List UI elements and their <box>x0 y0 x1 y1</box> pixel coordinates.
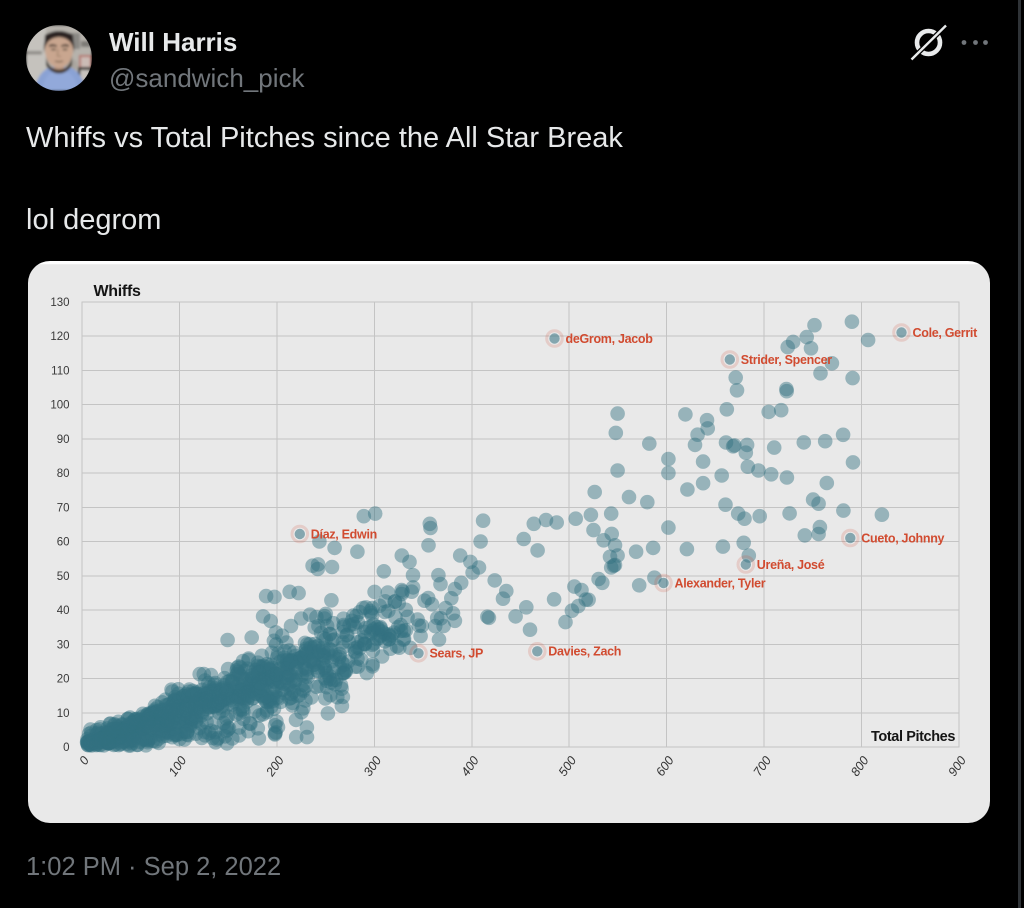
svg-text:110: 110 <box>51 366 69 378</box>
svg-text:Strider, Spencer: Strider, Spencer <box>741 353 833 367</box>
svg-text:600: 600 <box>653 754 676 779</box>
svg-text:10: 10 <box>57 708 70 720</box>
svg-text:Total Pitches: Total Pitches <box>871 729 955 745</box>
svg-text:90: 90 <box>57 434 70 446</box>
svg-text:40: 40 <box>57 605 70 617</box>
svg-text:100: 100 <box>50 400 69 412</box>
svg-text:300: 300 <box>361 754 384 779</box>
svg-text:Díaz, Edwin: Díaz, Edwin <box>311 527 377 541</box>
svg-text:30: 30 <box>57 639 70 651</box>
svg-text:130: 130 <box>50 297 69 309</box>
svg-text:100: 100 <box>166 754 189 779</box>
svg-text:60: 60 <box>57 537 70 549</box>
svg-text:700: 700 <box>751 754 774 779</box>
svg-text:Alexander, Tyler: Alexander, Tyler <box>675 576 766 590</box>
svg-text:deGrom, Jacob: deGrom, Jacob <box>566 332 654 346</box>
svg-text:800: 800 <box>848 754 871 779</box>
svg-text:Cole, Gerrit: Cole, Gerrit <box>913 326 979 340</box>
svg-text:Cueto, Johnny: Cueto, Johnny <box>861 531 944 545</box>
svg-text:0: 0 <box>77 754 92 768</box>
svg-text:50: 50 <box>57 571 70 583</box>
svg-text:200: 200 <box>263 754 287 780</box>
svg-text:Whiffs: Whiffs <box>94 283 141 300</box>
svg-text:Sears, JP: Sears, JP <box>430 647 484 661</box>
svg-text:400: 400 <box>458 754 481 779</box>
svg-text:Ureña, José: Ureña, José <box>757 558 825 572</box>
svg-text:Davies, Zach: Davies, Zach <box>548 645 621 659</box>
svg-text:0: 0 <box>63 742 69 754</box>
svg-text:120: 120 <box>50 331 69 343</box>
svg-text:500: 500 <box>556 754 579 779</box>
svg-text:900: 900 <box>946 754 969 779</box>
svg-text:70: 70 <box>57 502 70 514</box>
svg-text:80: 80 <box>57 468 70 480</box>
svg-text:20: 20 <box>57 674 70 686</box>
